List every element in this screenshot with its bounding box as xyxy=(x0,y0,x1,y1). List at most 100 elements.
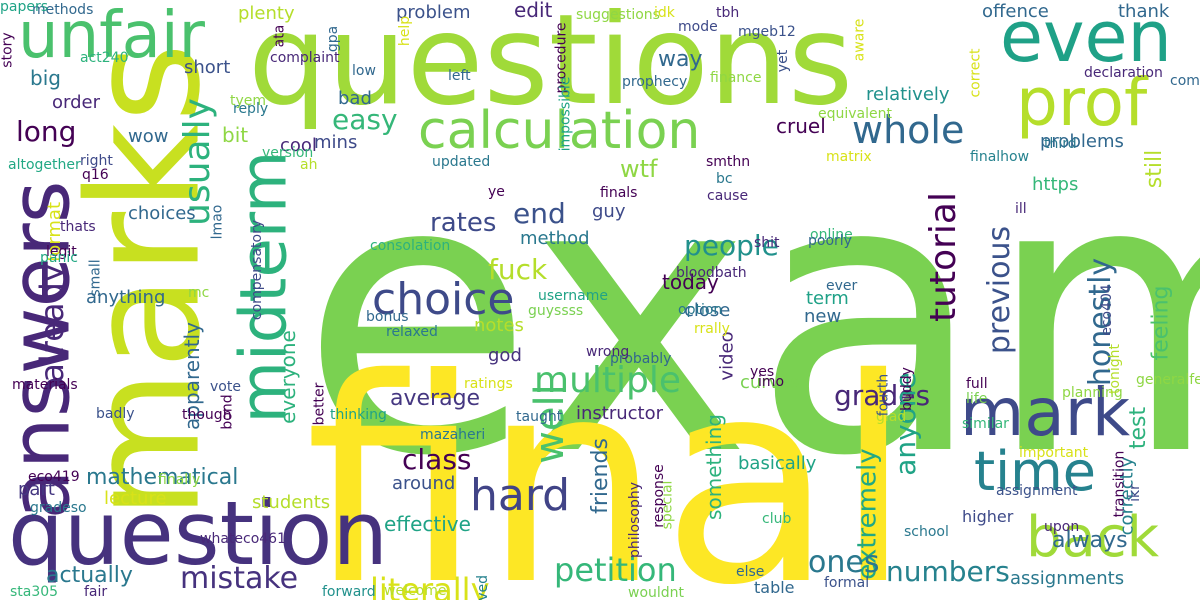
word-full: full xyxy=(966,376,988,392)
word-finalhow: finalhow xyxy=(970,149,1030,165)
word-assignments: assignments xyxy=(1010,568,1125,589)
word-mins: mins xyxy=(314,132,358,153)
word-option: option xyxy=(678,302,723,318)
word-wow: wow xyxy=(128,126,169,147)
word-better: better xyxy=(310,382,327,425)
word-small: small xyxy=(87,258,104,297)
word-edit: edit xyxy=(514,0,553,22)
word-mgeb12: mgeb12 xyxy=(738,24,796,40)
word-online: online xyxy=(810,227,853,243)
word-panic: panic xyxy=(40,250,78,266)
word-philosophy: philosophy xyxy=(627,481,644,559)
word-ratings: ratings xyxy=(464,376,513,392)
word-students: students xyxy=(252,492,331,513)
word-tutorial: tutorial xyxy=(922,192,964,322)
word-else: else xyxy=(736,564,765,580)
word-whateco461: whateco461 xyxy=(200,531,286,547)
word-fair: fair xyxy=(84,584,108,600)
word-long: long xyxy=(16,115,77,148)
word-ill: ill xyxy=(1015,201,1027,217)
word-fuck: fuck xyxy=(488,253,548,286)
word-ones: ones xyxy=(808,545,880,580)
word-forward: forward xyxy=(322,584,376,600)
word-ye: ye xyxy=(488,184,505,200)
word-correct: correct xyxy=(967,47,984,98)
word-yet: yet xyxy=(775,49,792,73)
word-everyone: everyone xyxy=(275,330,300,424)
word-probably: probably xyxy=(610,351,672,367)
word-choice: choice xyxy=(372,274,515,325)
word-feeling: feeling xyxy=(1147,285,1173,360)
word-friends: friends xyxy=(587,438,613,514)
word-multiple: multiple xyxy=(534,360,682,401)
word-matrix: matrix xyxy=(826,149,872,165)
word-mazaheri: mazaheri xyxy=(420,427,486,443)
word-glad: glad xyxy=(876,409,907,425)
word-materials: materials xyxy=(12,377,78,393)
word-big: big xyxy=(30,66,61,90)
word-wtf: wtf xyxy=(620,155,658,183)
word-table: table xyxy=(754,578,795,597)
word-average: average xyxy=(390,386,481,411)
word-relaxed: relaxed xyxy=(386,324,438,340)
word-part: part xyxy=(18,479,55,500)
word-method: method xyxy=(520,228,590,249)
word-problem: problem xyxy=(396,2,471,23)
word-new: new xyxy=(804,306,842,327)
word-calculation: calculation xyxy=(418,101,701,161)
word-updated: updated xyxy=(432,154,491,170)
word-compensatory: compensatory xyxy=(249,219,266,321)
word-gpa: gpa xyxy=(325,25,342,53)
word-poorly: poorly xyxy=(808,233,852,249)
word-important: important xyxy=(1019,445,1089,461)
word-rates: rates xyxy=(430,208,497,238)
word-literally: literally xyxy=(370,571,490,600)
word-version: version xyxy=(262,145,314,161)
word-finals: finals xyxy=(600,185,638,201)
word-exam: exam xyxy=(300,96,1200,539)
word-https: https xyxy=(1032,174,1079,195)
word-already: already xyxy=(32,263,71,383)
word-mistake: mistake xyxy=(180,561,299,596)
word-upon: upon xyxy=(1044,519,1080,535)
word-fourth: fourth xyxy=(874,373,891,416)
word-planning: planning xyxy=(1062,385,1123,401)
word-computations: computations xyxy=(1170,73,1200,89)
word-god: god xyxy=(488,345,522,366)
word-response: response xyxy=(650,464,667,528)
word-formal: formal xyxy=(824,575,870,591)
word-life: life xyxy=(966,391,988,407)
word-prophecy: prophecy xyxy=(622,74,688,90)
word-people: people xyxy=(684,229,779,262)
word-shit: shit xyxy=(754,235,780,251)
word-wouldnt: wouldnt xyxy=(628,585,685,600)
word-cool: cool xyxy=(280,135,317,156)
word-numbers: numbers xyxy=(886,555,1010,588)
word-cause: cause xyxy=(707,188,749,204)
word-easy: easy xyxy=(332,103,398,136)
word-video: video xyxy=(716,330,738,381)
word-suggestions: suggestions xyxy=(576,7,660,23)
word-lmao: lmao xyxy=(208,204,225,239)
word-end: end xyxy=(513,197,566,230)
word-curves: curves xyxy=(740,372,800,393)
word-choices: choices xyxy=(128,203,196,224)
word-legit: legit xyxy=(46,244,77,260)
word-right: right xyxy=(80,153,113,169)
word-mc: mc xyxy=(188,285,210,301)
word-imo: imo xyxy=(758,374,785,390)
word-ah: ah xyxy=(300,157,318,173)
word-vote: vote xyxy=(210,379,241,395)
word-welcome: welcome xyxy=(384,583,447,599)
word-finance: finance xyxy=(710,70,762,86)
word-eco419: eco419 xyxy=(28,469,80,485)
word-plenty: plenty xyxy=(238,3,295,24)
word-instructor: instructor xyxy=(576,403,664,424)
word-always: always xyxy=(1052,528,1128,553)
word-username: username xyxy=(538,288,608,304)
word-smthn: smthn xyxy=(706,154,751,170)
word-effective: effective xyxy=(384,512,471,536)
word-finally: finally xyxy=(158,472,201,488)
word-sta305: sta305 xyxy=(10,584,59,600)
